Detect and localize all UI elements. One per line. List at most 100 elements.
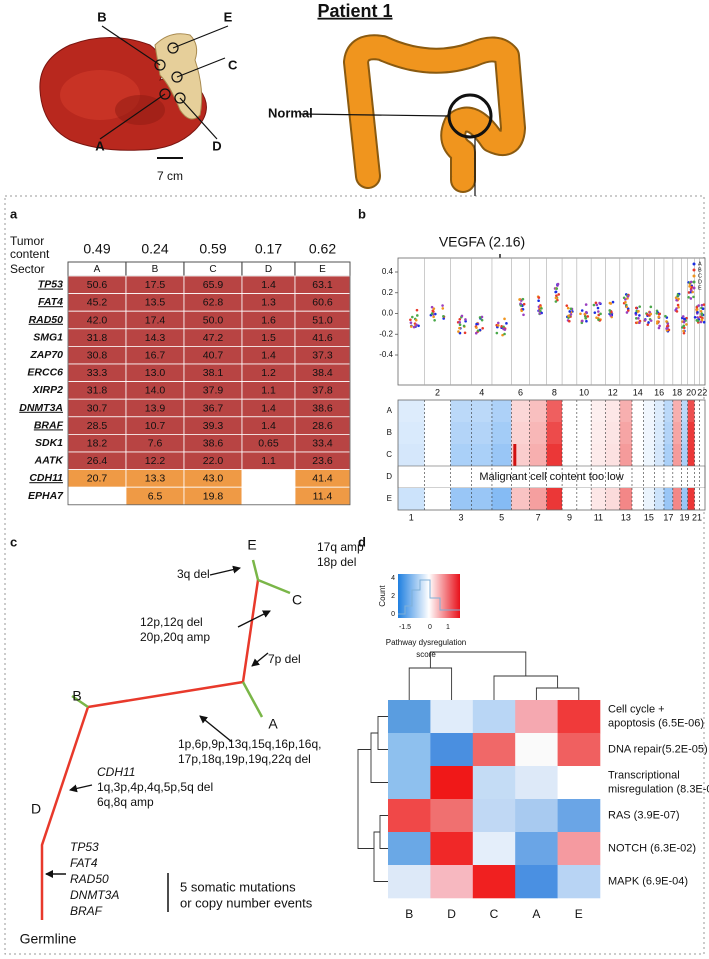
cnv-cell bbox=[398, 488, 425, 510]
cnv-dot bbox=[569, 307, 573, 311]
cnv-dot bbox=[646, 323, 650, 326]
arrow bbox=[237, 610, 271, 628]
cnv-dot bbox=[567, 314, 570, 318]
cnv-dot bbox=[664, 314, 667, 318]
heatmap-cell bbox=[388, 766, 431, 800]
gene-name: CDH11 bbox=[29, 472, 63, 484]
cnv-dot bbox=[625, 305, 629, 309]
cnv-dot bbox=[430, 312, 434, 315]
heatmap-cell bbox=[515, 766, 558, 800]
cnv-dot bbox=[457, 330, 460, 333]
note: Malignant cell content too low bbox=[479, 471, 623, 483]
cnv-dot bbox=[503, 328, 507, 331]
cell-value: 12.2 bbox=[145, 455, 166, 467]
row-header: content bbox=[10, 247, 50, 261]
heatmap-cell bbox=[388, 700, 431, 734]
sector-header: A bbox=[94, 264, 101, 275]
chrom-label: 21 bbox=[692, 512, 702, 522]
chrom-label: 7 bbox=[536, 512, 541, 522]
cell-value: 28.5 bbox=[87, 420, 108, 432]
cell-value: 19.8 bbox=[203, 490, 224, 502]
column-label: E bbox=[575, 907, 583, 921]
cell-value: 7.6 bbox=[148, 437, 163, 449]
cnv-dot bbox=[700, 303, 704, 307]
cnv-dot bbox=[474, 331, 478, 335]
row-header: Tumor bbox=[10, 234, 44, 248]
cnv-dot bbox=[682, 326, 686, 330]
normal-leader bbox=[299, 113, 450, 117]
cnv-cell bbox=[491, 400, 512, 422]
arrow bbox=[199, 715, 233, 743]
cnv-dot bbox=[481, 326, 484, 330]
title: Patient 1 bbox=[317, 1, 392, 21]
cnv-cell bbox=[424, 488, 451, 510]
cell-value: 38.6 bbox=[203, 437, 224, 449]
cell-value: 1.2 bbox=[261, 367, 276, 379]
cnv-dot bbox=[476, 329, 480, 332]
heatmap-cell bbox=[472, 733, 516, 767]
cnv-cell bbox=[643, 488, 655, 510]
sector-leader bbox=[179, 97, 218, 140]
colon bbox=[345, 36, 524, 191]
cnv-dot bbox=[409, 318, 412, 322]
key-tick: 0 bbox=[391, 611, 395, 618]
cell-value: 1.4 bbox=[261, 402, 276, 414]
cnv-dot bbox=[565, 304, 569, 307]
chrom-label: 6 bbox=[518, 387, 523, 397]
heatmap-cell bbox=[557, 733, 601, 767]
cnv-dot bbox=[519, 302, 522, 305]
sector-label: A bbox=[95, 138, 105, 153]
legend-label: D bbox=[698, 279, 702, 285]
cnv-dot bbox=[598, 301, 601, 305]
cnv-cell bbox=[663, 422, 674, 444]
cnv-dot bbox=[625, 311, 629, 314]
cnv-dot bbox=[434, 312, 437, 316]
cnv-dot bbox=[583, 314, 587, 318]
cnv-dot bbox=[584, 303, 588, 306]
event-label: CDH11 bbox=[97, 765, 135, 779]
cnv-dot bbox=[702, 320, 706, 324]
cnv-dot bbox=[597, 318, 600, 322]
gene-name: DNMT3A bbox=[19, 402, 63, 414]
sector-leader bbox=[172, 25, 229, 49]
heatmap-cell bbox=[472, 700, 516, 734]
cell-value: 14.0 bbox=[145, 385, 166, 397]
cell-value: 37.9 bbox=[203, 385, 224, 397]
table-cell bbox=[241, 486, 296, 506]
cnv-dot bbox=[666, 324, 670, 327]
row-label: E bbox=[387, 494, 392, 503]
sector-leader bbox=[176, 57, 226, 78]
cnv-dot bbox=[555, 294, 558, 297]
key-label: Count bbox=[378, 585, 387, 607]
cnv-dot bbox=[624, 300, 627, 304]
cnv-cell bbox=[591, 422, 606, 444]
cnv-cell bbox=[424, 444, 451, 466]
cnv-dot bbox=[522, 313, 525, 317]
gene-name: XIRP2 bbox=[32, 384, 64, 396]
cnv-dot bbox=[537, 299, 540, 303]
cnv-dot bbox=[649, 312, 653, 316]
event-label: 17p,18q,19p,19q,22q del bbox=[178, 752, 311, 766]
tree-node: E bbox=[247, 537, 256, 553]
cnv-dot bbox=[568, 310, 572, 313]
cnv-dot bbox=[555, 296, 558, 300]
row-label: C bbox=[386, 450, 392, 459]
row-label: misregulation (8.3E-03) bbox=[608, 783, 709, 795]
cnv-dot bbox=[500, 325, 503, 328]
heatmap-cell bbox=[515, 733, 558, 767]
cnv-dot bbox=[597, 310, 600, 313]
cnv-dot bbox=[656, 320, 659, 323]
cnv-dot bbox=[432, 315, 435, 319]
cnv-cell bbox=[631, 488, 644, 510]
cell-value: 23.6 bbox=[312, 455, 333, 467]
legend-label: C bbox=[698, 273, 702, 279]
row-header: Sector bbox=[10, 262, 45, 276]
cnv-dot bbox=[675, 298, 678, 302]
heatmap-cell bbox=[430, 766, 474, 800]
cell-value: 13.5 bbox=[145, 297, 166, 309]
event-label: 12p,12q del bbox=[140, 615, 203, 629]
sector-header: D bbox=[265, 264, 272, 275]
cnv-dot bbox=[682, 320, 686, 324]
cnv-cell bbox=[687, 444, 695, 466]
cnv-dot bbox=[417, 324, 420, 328]
